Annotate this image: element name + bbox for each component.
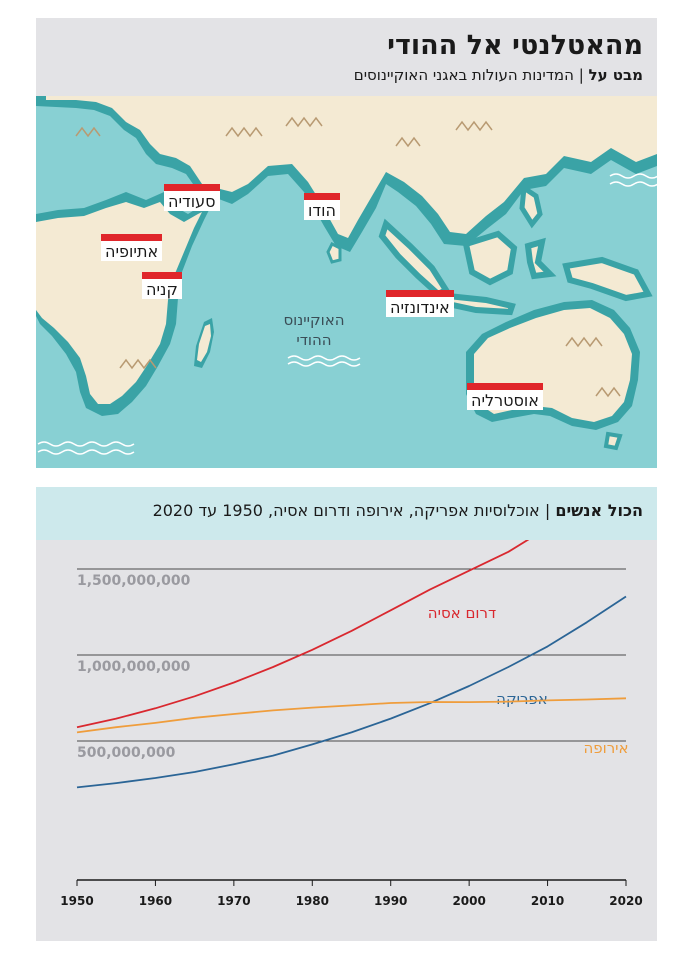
label-australia: אוסטרליה	[467, 383, 543, 410]
sulawesi	[524, 237, 557, 280]
series-label: אירופה	[583, 739, 628, 757]
population-line-chart: 500,000,000 1,000,000,000 1,500,000,000 195…	[60, 540, 643, 908]
series-line	[76, 540, 530, 729]
chart-title-bold: הכול אנשים	[555, 501, 643, 520]
label-saudi-arabia: סעודיה	[164, 184, 220, 211]
x-tick-label: 2020	[609, 894, 642, 908]
chart-header: הכול אנשים | אוכלוסיות אפריקה, אירופה וד…	[36, 487, 657, 540]
x-tick-label: 2010	[531, 894, 564, 908]
chart-title-text: אוכלוסיות אפריקה, אירופה ודרום אסיה, 195…	[152, 501, 540, 520]
borneo	[462, 230, 518, 286]
label-indonesia: אינדונזיה	[386, 290, 454, 317]
sri-lanka	[326, 241, 342, 264]
mountain-icons	[75, 116, 621, 398]
series-label: דרום אסיה	[428, 604, 496, 622]
map-subtitle: מבט על | המדינות העולות באגני האוקיינוסי…	[354, 66, 643, 84]
label-india: הודו	[304, 193, 340, 220]
label-kenya: קניה	[142, 272, 182, 299]
chart-panel: הכול אנשים | אוכלוסיות אפריקה, אירופה וד…	[36, 487, 657, 941]
series-line	[76, 697, 627, 734]
philippines	[519, 183, 543, 229]
ocean-label-line1: האוקיינוס	[283, 311, 345, 329]
chart-title: הכול אנשים | אוכלוסיות אפריקה, אירופה וד…	[153, 501, 643, 520]
x-tick-label: 1980	[296, 894, 329, 908]
ocean-label: האוקיינוס ההודי	[264, 310, 364, 350]
tasmania	[603, 431, 623, 451]
wave-icons	[37, 173, 657, 455]
x-tick-label: 1960	[139, 894, 172, 908]
x-tick-label: 1950	[60, 894, 93, 908]
map-title: מהאטלנטי אל ההודי	[387, 30, 643, 61]
x-tick-label: 1970	[217, 894, 250, 908]
map-panel: מהאטלנטי אל ההודי מבט על | המדינות העולו…	[36, 18, 657, 468]
y-tick-label: 1,500,000,000	[77, 573, 191, 589]
new-guinea	[562, 256, 653, 302]
y-tick-label: 500,000,000	[77, 745, 176, 761]
indian-ocean-map	[36, 96, 657, 468]
asia-land	[46, 96, 657, 238]
x-tick-label: 1990	[374, 894, 407, 908]
label-ethiopia: אתיופיה	[101, 234, 163, 261]
y-tick-label: 1,000,000,000	[77, 659, 191, 675]
ocean-label-line2: ההודי	[296, 331, 332, 349]
map-subtitle-bold: מבט על	[588, 66, 643, 84]
series-label: אפריקה	[496, 690, 548, 708]
madagascar-land	[197, 324, 211, 362]
map-subtitle-separator: |	[573, 66, 589, 84]
series-line	[76, 595, 627, 789]
x-tick-label: 2000	[452, 894, 485, 908]
chart-title-separator: |	[539, 501, 556, 520]
map-subtitle-text: המדינות העולות באגני האוקיינוסים	[353, 66, 574, 84]
